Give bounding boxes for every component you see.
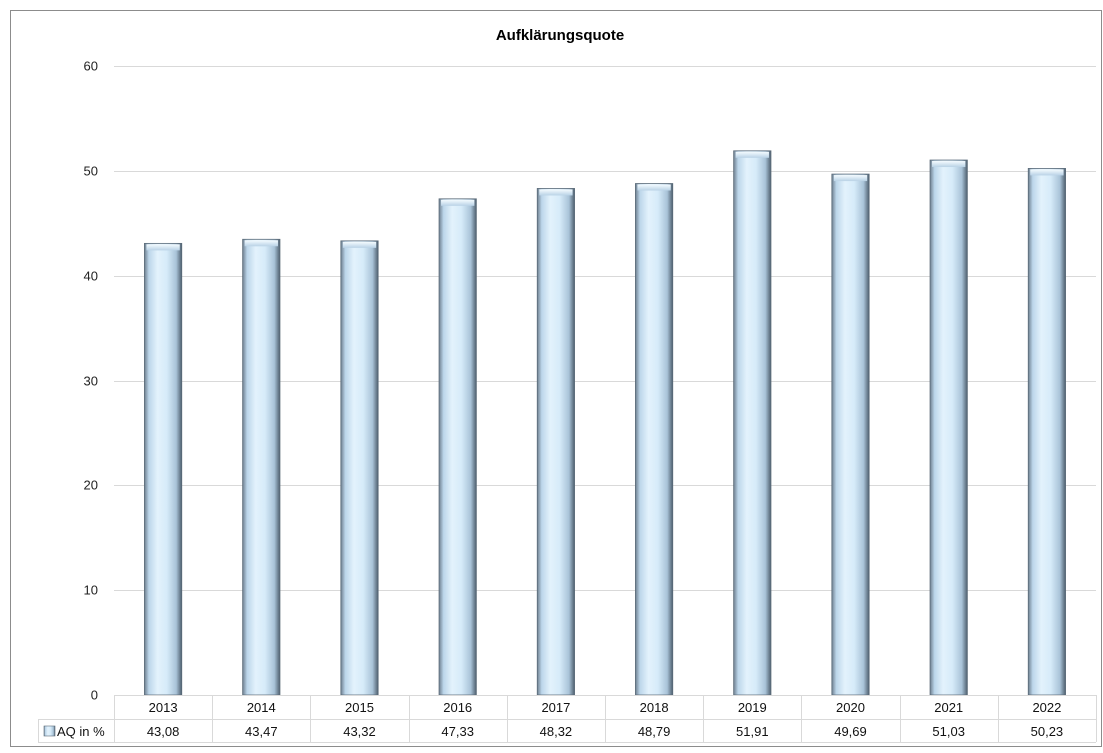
x-tick-label: 2021	[934, 700, 963, 715]
bar	[929, 159, 968, 696]
chart-title: Aufklärungsquote	[496, 27, 624, 44]
data-label: 50,23	[1031, 724, 1064, 739]
x-tick-label: 2018	[640, 700, 669, 715]
bar-body	[144, 242, 183, 696]
legend-swatch	[43, 725, 56, 737]
bar	[536, 188, 575, 696]
y-tick-label: 20	[84, 478, 98, 493]
data-label: 47,33	[441, 724, 474, 739]
bar-cap	[833, 175, 868, 182]
bar	[144, 242, 183, 696]
legend-key: AQ in %	[43, 724, 105, 739]
legend-label: AQ in %	[57, 724, 105, 739]
y-tick-label: 60	[84, 59, 98, 74]
bar-cap	[539, 189, 573, 196]
bar-cap	[441, 199, 475, 206]
bar-body	[929, 159, 968, 696]
y-tick-label: 0	[91, 688, 98, 703]
x-tick-label: 2013	[149, 700, 178, 715]
bar	[438, 198, 477, 696]
bar-cap	[637, 184, 671, 191]
data-label: 43,47	[245, 724, 278, 739]
y-tick-label: 10	[84, 583, 98, 598]
data-label: 49,69	[834, 724, 867, 739]
x-tick-label: 2015	[345, 700, 374, 715]
bar-body	[438, 198, 477, 696]
bar-body	[536, 188, 575, 696]
data-label: 48,32	[540, 724, 573, 739]
bar-body	[1027, 168, 1066, 696]
bar	[242, 238, 281, 696]
x-tick-label: 2016	[443, 700, 472, 715]
bar-cap	[1030, 169, 1064, 176]
bar-body	[635, 183, 674, 696]
x-tick-label: 2017	[541, 700, 570, 715]
bar-cap	[244, 240, 278, 247]
bar-body	[831, 173, 870, 696]
bar-body	[733, 150, 772, 696]
data-label: 51,03	[932, 724, 965, 739]
bar-cap	[932, 161, 966, 168]
bar	[340, 240, 379, 696]
x-tick-label: 2014	[247, 700, 276, 715]
y-tick-label: 30	[84, 374, 98, 389]
bar	[1027, 168, 1066, 696]
data-label: 43,08	[147, 724, 180, 739]
bar-body	[340, 240, 379, 696]
bar-cap	[146, 244, 180, 251]
data-label: 51,91	[736, 724, 769, 739]
bar-cap	[342, 241, 377, 248]
y-axis-ticks: 0 10 20 30 40 50 60	[84, 59, 98, 703]
x-tick-label: 2020	[836, 700, 865, 715]
bar-body	[242, 238, 281, 696]
data-label: 48,79	[638, 724, 671, 739]
x-tick-label: 2019	[738, 700, 767, 715]
bar	[635, 183, 674, 696]
data-label: 43,32	[343, 724, 376, 739]
bar	[733, 150, 772, 696]
bar-cap	[735, 151, 769, 158]
bar	[831, 173, 870, 696]
x-tick-label: 2022	[1032, 700, 1061, 715]
y-tick-label: 50	[84, 164, 98, 179]
bars	[144, 150, 1066, 696]
data-table: 2013 43,08 2014 43,47 2015 43,32 2016 47,33 2017…	[38, 695, 1097, 743]
y-tick-label: 40	[84, 269, 98, 284]
